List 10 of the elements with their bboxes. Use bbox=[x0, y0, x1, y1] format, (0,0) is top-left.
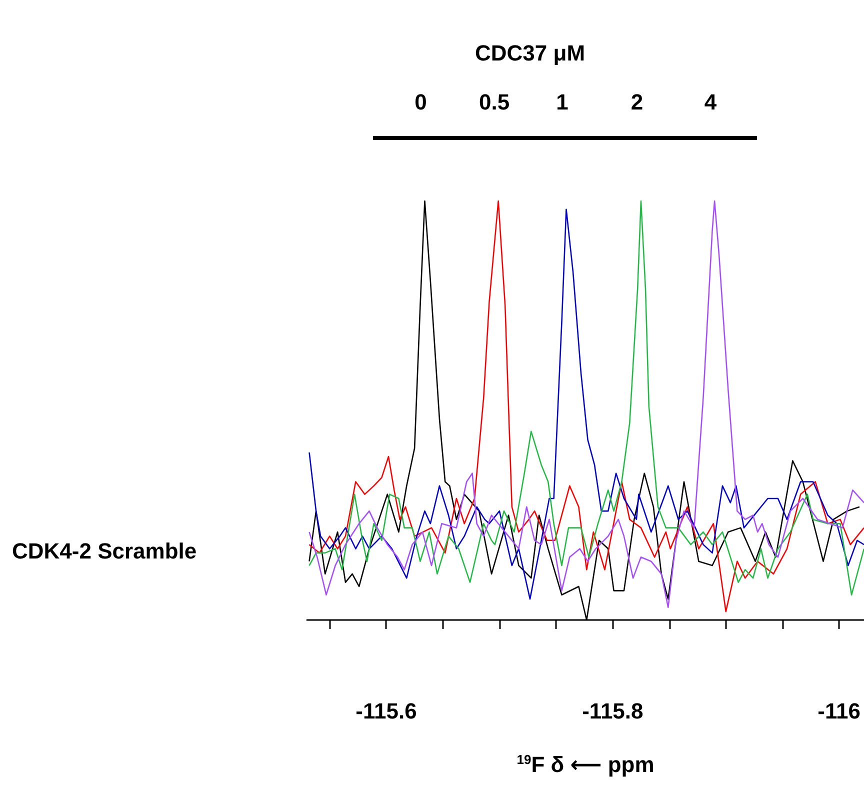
text: 0.5 bbox=[479, 90, 510, 114]
text: 4 bbox=[704, 90, 718, 114]
x-tick-label: -115.6 bbox=[356, 698, 417, 724]
text: 0 bbox=[414, 90, 427, 114]
x-tick-label: -115.8 bbox=[582, 698, 644, 724]
text: CDK4-2 Scramble bbox=[12, 538, 197, 564]
text: 1 bbox=[556, 90, 568, 114]
x-tick-label: -116 bbox=[818, 698, 861, 724]
chart-title: CDC37 μM bbox=[474, 40, 586, 66]
text: 2 bbox=[630, 90, 644, 114]
